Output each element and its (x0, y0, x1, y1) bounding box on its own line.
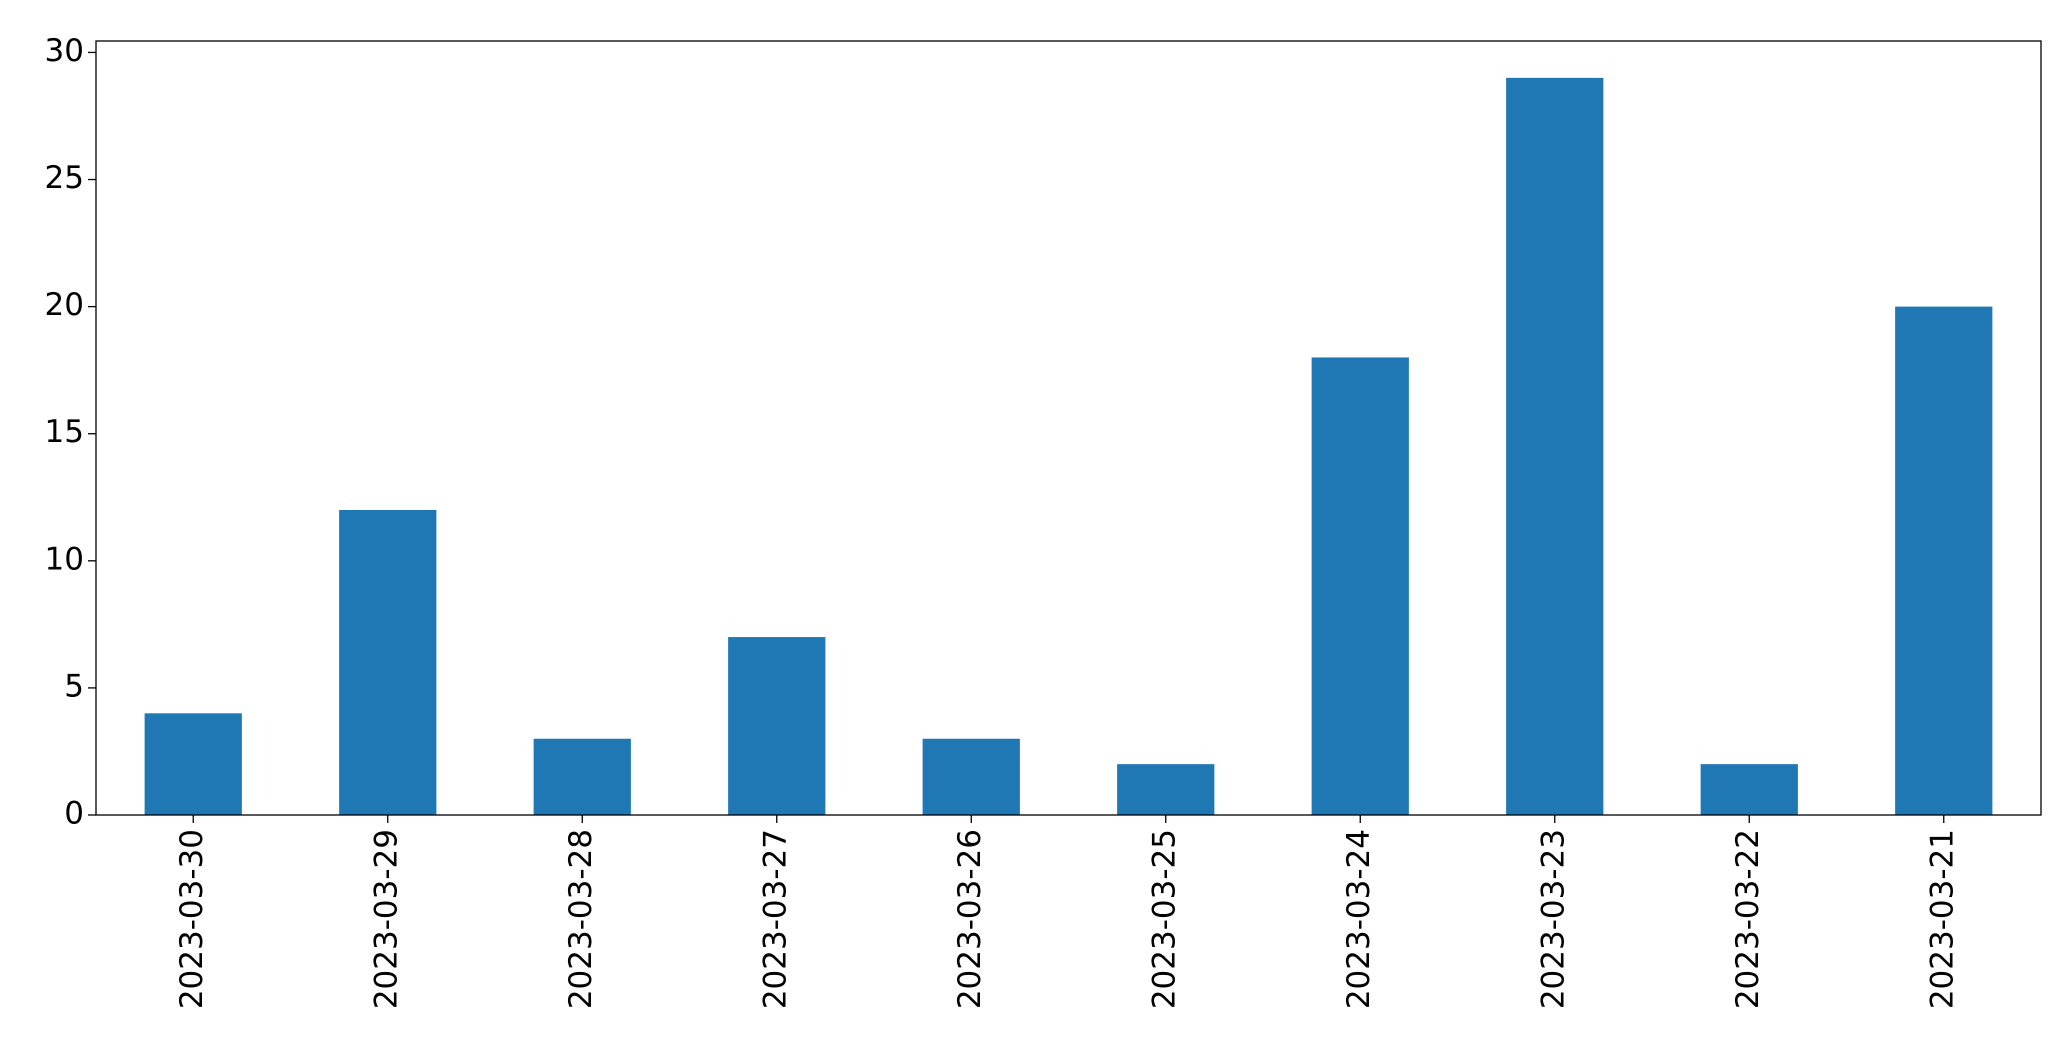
x-tick-label: 2023-03-24 (1341, 829, 1377, 1009)
y-tick-label: 20 (45, 287, 84, 323)
bar (1895, 306, 1993, 815)
x-tick-label: 2023-03-29 (368, 829, 404, 1009)
bar (1117, 764, 1215, 815)
y-tick-label: 10 (45, 541, 84, 577)
y-tick-label: 30 (45, 33, 84, 69)
x-tick-label: 2023-03-23 (1535, 829, 1571, 1009)
bar (922, 738, 1020, 815)
x-tick-label: 2023-03-30 (174, 829, 210, 1009)
x-tick-label: 2023-03-26 (952, 829, 988, 1009)
x-tick-label: 2023-03-25 (1146, 829, 1182, 1009)
bar (1506, 77, 1604, 816)
x-tick-label: 2023-03-21 (1924, 829, 1960, 1009)
x-tick-label: 2023-03-27 (757, 829, 793, 1009)
bar (339, 509, 437, 815)
bar (144, 713, 242, 815)
bar (1700, 764, 1798, 815)
axes-frame (95, 40, 2042, 816)
y-tick-label: 25 (45, 160, 84, 196)
y-tick-label: 5 (64, 668, 84, 704)
plot-area (144, 77, 1993, 816)
bar (533, 738, 631, 815)
bar (1311, 357, 1409, 815)
x-tick-label: 2023-03-22 (1730, 829, 1766, 1009)
y-tick-label: 0 (64, 796, 84, 832)
y-tick-label: 15 (45, 414, 84, 450)
x-tick-label: 2023-03-28 (563, 829, 599, 1009)
bar (728, 637, 826, 815)
